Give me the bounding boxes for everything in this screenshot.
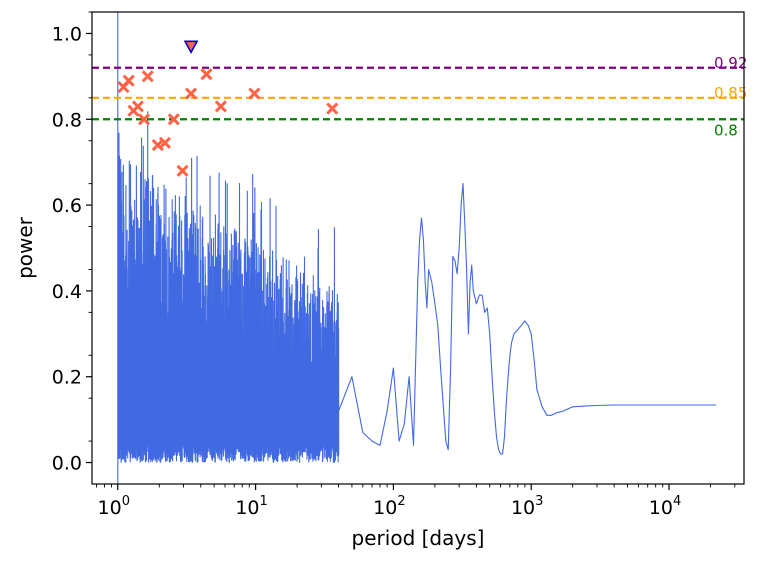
peak-marker-12 [214, 100, 227, 113]
peak-marker-stroke [122, 74, 135, 87]
peak-marker-stroke [137, 113, 151, 126]
plot-frame [91, 11, 745, 485]
x-tick-label-2: 102 [373, 494, 405, 519]
best-peak-marker [183, 40, 199, 54]
y-tick-label-5: 1.0 [52, 23, 82, 45]
peak-marker-stroke [158, 136, 172, 149]
peak-marker-10 [184, 87, 198, 100]
y-tick-label-3: 0.6 [52, 195, 82, 217]
threshold-label-2: 0.8 [714, 121, 738, 139]
peak-marker-8 [167, 113, 180, 126]
y-tick-label-0: 0.0 [52, 453, 82, 475]
peak-marker-stroke [184, 87, 198, 100]
threshold-label-1: 0.85 [714, 84, 747, 102]
x-tick-label-3: 103 [511, 494, 543, 519]
x-axis-label: period [days] [352, 526, 485, 550]
series-layer [117, 12, 717, 484]
threshold-label-0: 0.92 [714, 54, 747, 72]
peak-marker-stroke [141, 70, 154, 83]
peak-marker-stroke [151, 138, 164, 152]
periodogram-line [117, 12, 717, 484]
peak-marker-stroke [176, 164, 189, 177]
peak-marker-stroke [131, 100, 144, 113]
y-tick-label-4: 0.8 [52, 109, 82, 131]
peak-marker-5 [141, 70, 154, 83]
axis-layer: 0.0 0.2 0.4 0.6 0.8 1.0 100 101 102 103 104 [52, 11, 736, 519]
y-tick-label-1: 0.2 [52, 367, 82, 389]
threshold-layer: 0.92 0.85 0.8 [92, 54, 747, 139]
peak-marker-11 [200, 68, 213, 81]
peak-marker-14 [326, 102, 339, 115]
peak-marker-stroke [326, 102, 339, 115]
peak-marker-stroke [214, 100, 227, 113]
peak-marker-13 [248, 87, 261, 100]
peak-marker-9 [176, 164, 189, 177]
peak-marker-stroke [167, 113, 180, 126]
peak-marker-3 [131, 100, 144, 113]
peak-marker-stroke [200, 68, 213, 81]
marker-layer [117, 40, 339, 177]
y-tick-label-2: 0.4 [52, 281, 82, 303]
x-tick-label-1: 101 [235, 494, 267, 519]
x-tick-label-4: 104 [649, 494, 681, 519]
x-tick-label-0: 100 [98, 494, 130, 519]
peak-marker-stroke [248, 87, 261, 100]
peak-marker-4 [137, 113, 151, 126]
y-axis-label: power [13, 216, 37, 279]
peak-marker-1 [122, 74, 135, 87]
peak-marker-7 [158, 136, 172, 149]
